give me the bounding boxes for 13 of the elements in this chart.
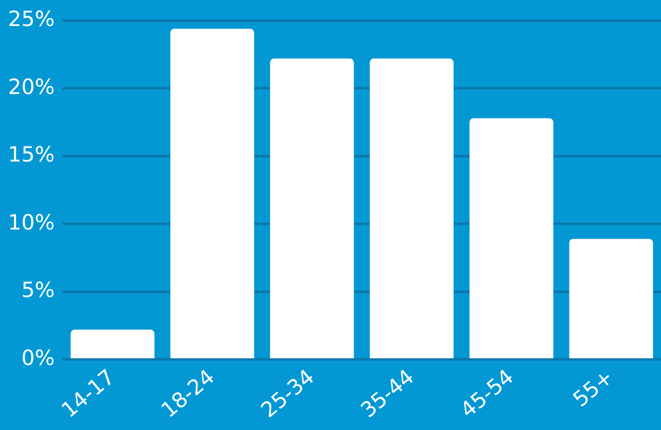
bar bbox=[569, 238, 654, 358]
y-tick-label: 15% bbox=[8, 142, 55, 167]
y-tick-label: 20% bbox=[8, 74, 55, 99]
y-tick-label: 5% bbox=[21, 278, 55, 302]
y-tick-label: 10% bbox=[8, 210, 55, 234]
bar bbox=[470, 118, 554, 358]
y-tick-label: 0% bbox=[21, 346, 55, 370]
y-tick-label: 25% bbox=[8, 7, 55, 32]
x-tick-label: 55+ bbox=[568, 364, 618, 412]
bar bbox=[170, 28, 254, 358]
bar bbox=[70, 330, 154, 358]
bar bbox=[270, 58, 354, 358]
bar bbox=[370, 58, 454, 358]
